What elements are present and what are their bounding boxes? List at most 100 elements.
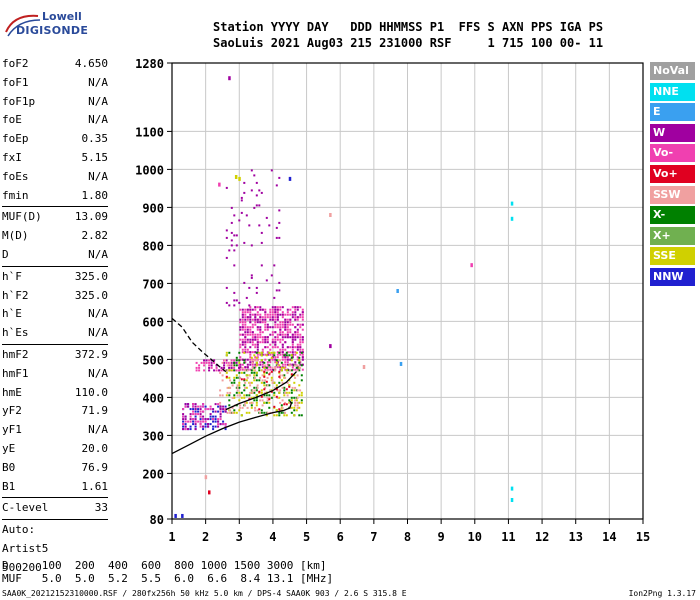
echo-pixel xyxy=(270,169,273,172)
echo-pixel xyxy=(281,336,284,339)
echo-pixel xyxy=(189,415,192,418)
echo-pixel xyxy=(270,376,273,379)
echo-pixel xyxy=(221,374,224,377)
echo-pixel xyxy=(268,401,271,404)
echo-pixel xyxy=(301,311,304,314)
echo-pixel xyxy=(230,366,233,369)
param-value: 1.80 xyxy=(81,188,109,202)
echo-pixel xyxy=(233,411,236,414)
echo-pixel xyxy=(195,366,198,369)
echo-pixel xyxy=(269,316,272,319)
echo-pixel xyxy=(239,321,242,324)
echo-pixel xyxy=(289,313,292,316)
echo-point xyxy=(238,176,241,181)
echo-pixel xyxy=(241,316,244,319)
echo-pixel xyxy=(294,368,297,371)
echo-pixel xyxy=(275,359,278,362)
echo-pixel xyxy=(276,364,279,367)
echo-pixel xyxy=(301,336,304,339)
echo-pixel xyxy=(243,181,246,184)
echo-pixel xyxy=(192,420,195,423)
echo-pixel xyxy=(219,413,222,416)
param-name: foEs xyxy=(2,169,29,183)
echo-pixel xyxy=(228,369,231,372)
x-tick-label: 3 xyxy=(236,530,243,544)
echo-pixel xyxy=(271,331,274,334)
echo-pixel xyxy=(246,333,249,336)
echo-pixel xyxy=(225,359,228,362)
echo-pixel xyxy=(274,323,277,326)
echo-pixel xyxy=(235,374,238,377)
echo-pixel xyxy=(260,241,263,244)
echo-pixel xyxy=(208,366,211,369)
echo-pixel xyxy=(240,199,243,202)
echo-pixel xyxy=(225,394,228,397)
echo-pixel xyxy=(283,414,286,417)
echo-pixel xyxy=(299,366,302,369)
echo-pixel xyxy=(259,353,262,356)
echo-pixel xyxy=(194,420,197,423)
echo-pixel xyxy=(299,323,302,326)
echo-pixel xyxy=(293,414,296,417)
echo-pixel xyxy=(279,401,282,404)
echo-pixel xyxy=(240,396,243,399)
echo-pixel xyxy=(243,191,246,194)
echo-pixel xyxy=(270,274,273,277)
echo-pixel xyxy=(239,338,242,341)
echo-pixel xyxy=(244,343,247,346)
echo-pixel xyxy=(286,336,289,339)
echo-pixel xyxy=(261,366,264,369)
echo-pixel xyxy=(301,353,304,356)
echo-pixel xyxy=(238,371,241,374)
echo-pixel xyxy=(281,306,284,309)
echo-pixel xyxy=(271,308,274,311)
echo-pixel xyxy=(259,411,262,414)
echo-pixel xyxy=(298,394,301,397)
echo-pixel xyxy=(271,381,274,384)
echo-point xyxy=(329,344,332,349)
echo-pixel xyxy=(256,353,259,356)
echo-pixel xyxy=(238,361,241,364)
echo-pixel xyxy=(241,323,244,326)
echo-pixel xyxy=(222,420,225,423)
logo-line2: DIGISONDE xyxy=(16,24,89,37)
echo-pixel xyxy=(299,351,302,354)
echo-pixel xyxy=(222,405,225,408)
echo-pixel xyxy=(241,363,244,366)
echo-pixel xyxy=(243,351,246,354)
x-tick-label: 10 xyxy=(468,530,482,544)
echo-pixel xyxy=(248,286,251,289)
echo-pixel xyxy=(289,346,292,349)
echo-pixel xyxy=(258,408,261,411)
echo-pixel xyxy=(221,379,224,382)
echo-pixel xyxy=(291,313,294,316)
param-row: hmE 110.0 xyxy=(2,384,108,403)
echo-pixel xyxy=(278,236,281,239)
echo-pixel xyxy=(273,296,276,299)
echo-pixel xyxy=(279,306,282,309)
echo-pixel xyxy=(295,399,298,402)
echo-pixel xyxy=(256,306,259,309)
echo-pixel xyxy=(259,321,262,324)
echo-pixel xyxy=(215,366,218,369)
echo-pixel xyxy=(214,418,217,421)
echo-pixel xyxy=(274,306,277,309)
echo-pixel xyxy=(261,331,264,334)
echo-pixel xyxy=(214,410,217,413)
echo-pixel xyxy=(301,316,304,319)
echo-pixel xyxy=(236,384,239,387)
echo-pixel xyxy=(256,313,259,316)
echo-pixel xyxy=(269,313,272,316)
echo-pixel xyxy=(254,343,257,346)
echo-pixel xyxy=(274,366,277,369)
echo-pixel xyxy=(278,408,281,411)
echo-pixel xyxy=(294,326,297,329)
echo-pixel xyxy=(243,359,246,362)
echo-pixel xyxy=(296,364,299,367)
echo-pixel xyxy=(284,361,287,364)
echo-pixel xyxy=(264,308,267,311)
echo-pixel xyxy=(254,369,257,372)
echo-pixel xyxy=(269,353,272,356)
echo-pixel xyxy=(249,311,252,314)
echo-pixel xyxy=(289,364,292,367)
